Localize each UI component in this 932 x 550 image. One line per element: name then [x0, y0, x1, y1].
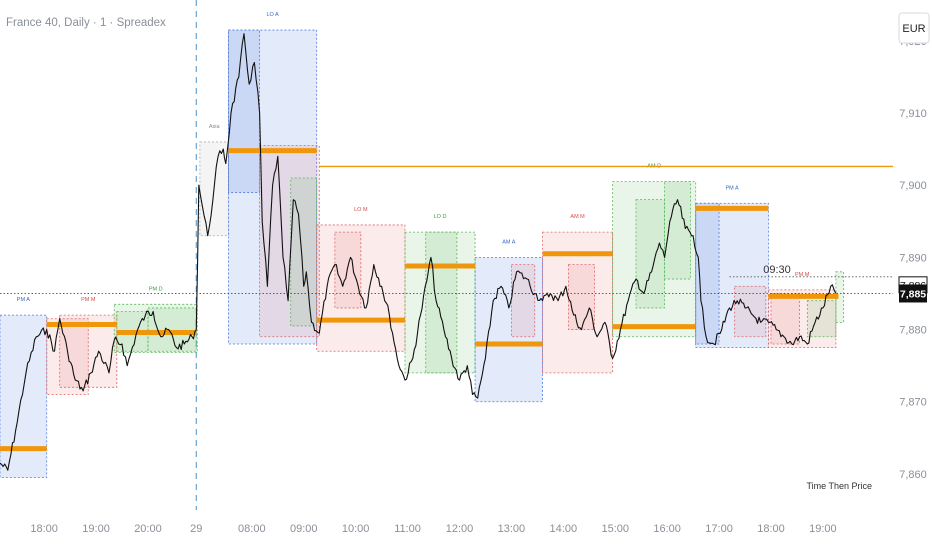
session-box [695, 202, 720, 345]
session-box [228, 29, 260, 193]
y-tick-label: 7,890 [899, 252, 927, 264]
y-tick-label: 7,860 [899, 469, 927, 481]
axes: 7,9207,9107,9007,8907,8807,8707,86018:00… [30, 36, 926, 535]
session-box-label: LO A [266, 12, 279, 18]
session-box [228, 29, 318, 345]
current-price-label: 7,885 [900, 288, 926, 300]
session-box [334, 231, 362, 309]
x-tick-label: 12:00 [446, 523, 474, 535]
x-tick-label: 11:00 [394, 523, 421, 535]
price-tags: 09:307,8867,885 [0, 264, 928, 303]
x-tick-label: 18:00 [30, 523, 58, 535]
session-box [568, 264, 595, 330]
session-box-label: PM A [17, 297, 30, 303]
x-tick-label: 19:00 [82, 523, 110, 535]
price-series [0, 33, 837, 471]
session-box [113, 303, 198, 354]
session-box-label: LO D [434, 214, 447, 220]
currency-button[interactable]: EUR [898, 12, 930, 44]
session-box-label: Asia [209, 124, 221, 130]
current-price-tag [899, 284, 927, 303]
currency-label: EUR [902, 23, 925, 35]
x-tick-label: 19:00 [809, 523, 837, 535]
x-tick-label: 09:00 [290, 523, 318, 535]
x-tick-label: 16:00 [653, 523, 681, 535]
x-tick-label: 17:00 [705, 523, 733, 535]
x-tick-label: 13:00 [498, 523, 526, 535]
session-box [474, 256, 543, 403]
y-tick-label: 7,870 [899, 397, 927, 409]
session-box [46, 318, 89, 395]
session-box [425, 231, 458, 374]
y-tick-label: 7,900 [899, 180, 927, 192]
x-tick-label: 18:00 [757, 523, 785, 535]
y-tick-label: 7,880 [899, 325, 927, 337]
session-box [635, 199, 665, 309]
price-line [0, 33, 837, 471]
session-box-label: LO M [354, 207, 368, 213]
x-tick-label: 10:00 [342, 523, 370, 535]
x-tick-label: 29 [190, 523, 202, 535]
session-box [404, 231, 476, 374]
session-box [0, 314, 48, 478]
footer-label: Time Then Price [806, 481, 872, 491]
session-box-label: AM M [570, 214, 585, 220]
session-box-label: AM A [502, 239, 515, 245]
x-tick-label: 08:00 [238, 523, 266, 535]
chart-title: France 40, Daily · 1 · Spreadex [6, 17, 166, 29]
session-box [770, 293, 800, 345]
session-box-label: PM M [795, 272, 810, 278]
session-box-label: PM D [149, 286, 163, 292]
x-tick-label: 14:00 [550, 523, 578, 535]
session-box-label: PM A [725, 185, 738, 191]
y-tick-label: 7,910 [899, 108, 927, 120]
session-box-label: PM M [81, 297, 96, 303]
session-box [835, 271, 845, 323]
countdown-label: 09:30 [763, 264, 791, 276]
x-tick-label: 15:00 [601, 523, 629, 535]
x-tick-label: 20:00 [134, 523, 162, 535]
session-box [695, 202, 769, 349]
